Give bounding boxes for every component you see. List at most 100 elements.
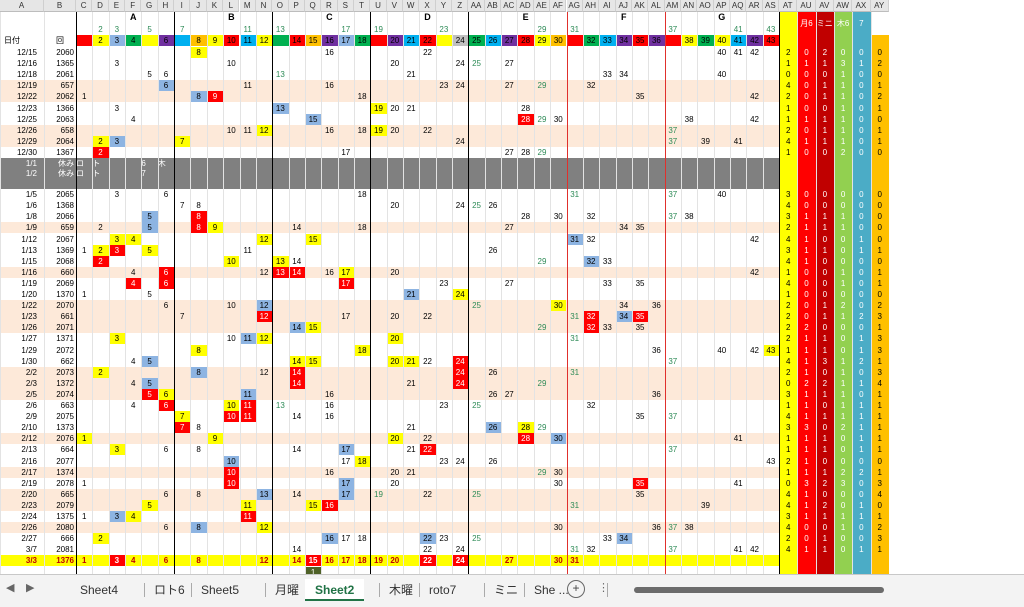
- grid-cell[interactable]: 0: [870, 499, 889, 511]
- date-cell[interactable]: 1/27: [21, 334, 37, 344]
- grid-cell[interactable]: 13: [275, 401, 285, 410]
- grid-cell[interactable]: 21: [406, 70, 416, 80]
- grid-cell[interactable]: 38: [684, 114, 694, 124]
- grid-cell[interactable]: 1: [779, 400, 798, 412]
- column-header[interactable]: AY: [870, 0, 889, 12]
- column-header[interactable]: AB: [484, 0, 502, 12]
- grid-cell[interactable]: 31: [566, 555, 583, 567]
- column-header[interactable]: AE: [533, 0, 551, 12]
- grid-cell[interactable]: 3: [797, 477, 816, 489]
- grid-cell[interactable]: 0: [852, 124, 871, 136]
- grid-cell[interactable]: 28: [517, 113, 534, 125]
- round-cell[interactable]: 2074: [56, 389, 74, 399]
- grid-cell[interactable]: 24: [455, 59, 465, 69]
- grid-cell[interactable]: 0: [815, 522, 834, 534]
- grid-cell[interactable]: 1: [797, 333, 816, 345]
- grid-cell[interactable]: 1: [797, 444, 816, 456]
- grid-cell[interactable]: 0: [815, 422, 834, 434]
- grid-cell[interactable]: 37: [668, 356, 678, 366]
- grid-cell[interactable]: 6: [157, 80, 175, 92]
- grid-cell[interactable]: 3: [108, 233, 126, 245]
- grid-cell[interactable]: 35: [635, 412, 645, 422]
- date-cell[interactable]: 1/16: [21, 267, 37, 277]
- grid-cell[interactable]: 20: [386, 433, 403, 445]
- grid-cell[interactable]: 17: [337, 488, 354, 500]
- grid-cell[interactable]: 30: [550, 555, 567, 567]
- grid-cell[interactable]: 3: [870, 477, 889, 489]
- grid-cell[interactable]: 2: [98, 223, 103, 233]
- column-header[interactable]: Z: [452, 0, 469, 12]
- grid-cell[interactable]: 31: [566, 233, 583, 245]
- grid-cell[interactable]: 3: [114, 190, 120, 200]
- round-cell[interactable]: 1376: [56, 556, 74, 566]
- tab-scroll-left-icon[interactable]: ◀: [6, 582, 15, 594]
- grid-cell[interactable]: 0: [852, 366, 871, 378]
- grid-cell[interactable]: 0: [815, 146, 834, 158]
- column-header[interactable]: AP: [713, 0, 730, 12]
- grid-cell[interactable]: 2: [92, 533, 109, 545]
- grid-cell[interactable]: 14: [292, 489, 302, 499]
- date-cell[interactable]: 2/13: [21, 445, 37, 455]
- grid-cell[interactable]: 1: [797, 58, 816, 70]
- grid-cell[interactable]: 2: [779, 124, 798, 136]
- grid-cell[interactable]: 1: [870, 411, 889, 423]
- grid-cell[interactable]: 28: [521, 103, 531, 113]
- grid-cell[interactable]: 37: [668, 136, 678, 146]
- grid-cell[interactable]: 3: [870, 533, 889, 545]
- date-cell[interactable]: 3/7: [25, 545, 37, 555]
- grid-cell[interactable]: 25: [472, 401, 482, 410]
- grid-cell[interactable]: 33: [602, 278, 612, 288]
- grid-cell[interactable]: 36: [651, 389, 661, 399]
- grid-cell[interactable]: 20: [390, 59, 400, 69]
- grid-cell[interactable]: 1: [815, 533, 834, 545]
- sheet-tab[interactable]: 月曜: [275, 583, 300, 597]
- grid-cell[interactable]: 0: [852, 135, 871, 147]
- grid-cell[interactable]: 1: [833, 211, 853, 223]
- grid-cell[interactable]: 5: [141, 244, 158, 256]
- grid-cell[interactable]: 6: [157, 388, 175, 400]
- grid-cell[interactable]: 0: [833, 289, 853, 301]
- grid-cell[interactable]: 1: [815, 311, 834, 323]
- grid-cell[interactable]: 0: [797, 80, 816, 92]
- date-cell[interactable]: 12/25: [16, 114, 37, 124]
- grid-cell[interactable]: 0: [852, 289, 871, 301]
- grid-cell[interactable]: 8: [190, 222, 207, 234]
- horizontal-scrollbar[interactable]: [630, 585, 1020, 595]
- grid-cell[interactable]: 27: [504, 223, 514, 233]
- grid-cell[interactable]: 0: [815, 266, 834, 278]
- grid-cell[interactable]: 10: [223, 411, 240, 423]
- grid-cell[interactable]: 16: [324, 467, 334, 477]
- grid-cell[interactable]: 41: [733, 434, 743, 444]
- grid-cell[interactable]: 32: [586, 234, 596, 244]
- column-header[interactable]: N: [255, 0, 273, 12]
- grid-cell[interactable]: 1: [852, 377, 871, 389]
- grid-cell[interactable]: 2: [870, 58, 889, 70]
- grid-cell[interactable]: 8: [190, 211, 207, 223]
- grid-cell[interactable]: 11: [239, 411, 256, 423]
- grid-cell[interactable]: 26: [488, 389, 498, 399]
- grid-cell[interactable]: 14: [292, 223, 302, 233]
- grid-cell[interactable]: 0: [815, 366, 834, 378]
- grid-cell[interactable]: 5: [141, 377, 158, 389]
- grid-cell[interactable]: 35: [635, 223, 645, 233]
- grid-cell[interactable]: 2: [852, 466, 871, 478]
- grid-cell[interactable]: 1: [779, 433, 798, 445]
- grid-cell[interactable]: 0: [852, 146, 871, 158]
- grid-cell[interactable]: 2: [833, 466, 853, 478]
- grid-cell[interactable]: 4: [125, 277, 142, 289]
- date-cell[interactable]: 1/13: [21, 245, 37, 255]
- grid-cell[interactable]: 32: [582, 311, 600, 323]
- grid-cell[interactable]: 1: [797, 113, 816, 125]
- grid-cell[interactable]: 32: [586, 81, 596, 91]
- grid-cell[interactable]: 0: [870, 222, 889, 234]
- round-cell[interactable]: 658: [60, 125, 74, 135]
- grid-cell[interactable]: 1: [779, 466, 798, 478]
- column-header[interactable]: AI: [599, 0, 616, 12]
- date-cell[interactable]: 2/20: [21, 489, 37, 499]
- round-cell[interactable]: 2080: [56, 523, 74, 533]
- column-header[interactable]: AX: [852, 0, 871, 12]
- grid-cell[interactable]: 5: [141, 222, 158, 234]
- grid-cell[interactable]: 27: [504, 389, 514, 399]
- grid-cell[interactable]: 1: [833, 355, 853, 367]
- grid-cell[interactable]: 4: [130, 114, 136, 124]
